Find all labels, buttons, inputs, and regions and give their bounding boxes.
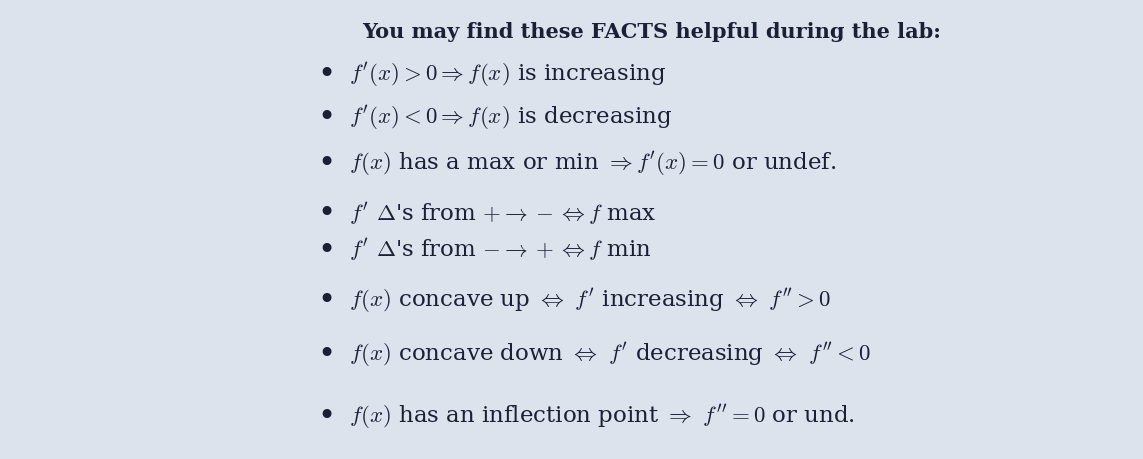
Text: $f'$ $\Delta$'s from $+\rightarrow-\Leftrightarrow f$ max: $f'$ $\Delta$'s from $+\rightarrow-\Left… xyxy=(349,200,657,227)
Text: You may find these FACTS helpful during the lab:: You may find these FACTS helpful during … xyxy=(362,22,941,42)
Text: •: • xyxy=(318,103,335,132)
Text: •: • xyxy=(318,199,335,228)
Text: •: • xyxy=(318,402,335,431)
Text: •: • xyxy=(318,341,335,369)
Text: •: • xyxy=(318,60,335,89)
Text: $f'(x)>0\Rightarrow f(x)$ is increasing: $f'(x)>0\Rightarrow f(x)$ is increasing xyxy=(349,60,666,89)
Text: •: • xyxy=(318,149,335,178)
Text: $f'(x)<0\Rightarrow f(x)$ is decreasing: $f'(x)<0\Rightarrow f(x)$ is decreasing xyxy=(349,103,672,132)
Text: $f'$ $\Delta$'s from $-\rightarrow+\Leftrightarrow f$ min: $f'$ $\Delta$'s from $-\rightarrow+\Left… xyxy=(349,237,652,263)
Text: •: • xyxy=(318,285,335,315)
Text: $f(x)$ has a max or min $\Rightarrow f'(x)=0$ or undef.: $f(x)$ has a max or min $\Rightarrow f'(… xyxy=(349,149,837,178)
Text: •: • xyxy=(318,235,335,264)
Text: $f(x)$ concave up $\Leftrightarrow$ $f'$ increasing $\Leftrightarrow$ $f''>0$: $f(x)$ concave up $\Leftrightarrow$ $f'$… xyxy=(349,286,831,314)
Text: $f(x)$ concave down $\Leftrightarrow$ $f'$ decreasing $\Leftrightarrow$ $f''<0$: $f(x)$ concave down $\Leftrightarrow$ $f… xyxy=(349,341,871,369)
Text: $f(x)$ has an inflection point $\Rightarrow$ $f''=0$ or und.: $f(x)$ has an inflection point $\Rightar… xyxy=(349,402,855,431)
